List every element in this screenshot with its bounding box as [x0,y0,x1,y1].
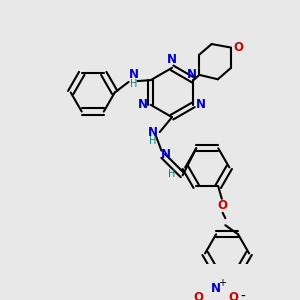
Text: O: O [218,199,228,212]
Text: N: N [148,126,158,139]
Text: +: + [218,278,226,288]
Text: -: - [240,290,245,300]
Text: N: N [161,148,171,161]
Text: O: O [229,291,239,300]
Text: N: N [167,53,177,66]
Text: N: N [187,68,197,81]
Text: N: N [211,282,221,295]
Text: N: N [138,98,148,111]
Text: O: O [194,291,203,300]
Text: N: N [129,68,139,81]
Text: H: H [130,79,138,89]
Text: N: N [196,98,206,111]
Text: H: H [149,136,156,146]
Text: O: O [233,41,243,54]
Text: H: H [168,169,176,178]
